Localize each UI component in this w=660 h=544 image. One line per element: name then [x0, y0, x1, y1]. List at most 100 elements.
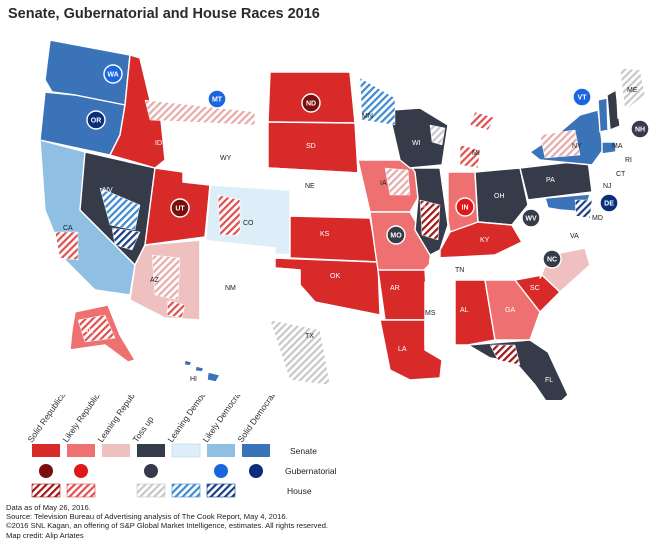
- label-me: ME: [627, 87, 638, 94]
- label-sc: SC: [530, 285, 540, 292]
- legend-gubernatorial-row: Gubernatorial: [39, 464, 337, 478]
- label-md: MD: [592, 215, 603, 222]
- state-MA: [601, 129, 629, 143]
- svg-text:NC: NC: [547, 257, 557, 264]
- label-oh: OH: [494, 193, 505, 200]
- legend-swatch-gov: [249, 464, 263, 478]
- map-title: Senate, Gubernatorial and House Races 20…: [8, 6, 320, 22]
- house-district-hatch: [359, 77, 396, 126]
- legend-header: Toss up: [130, 414, 155, 444]
- state-NJ: [591, 167, 601, 193]
- gov-marker: IN: [455, 197, 475, 217]
- svg-text:WV: WV: [525, 216, 537, 223]
- legend-swatch-gov: [74, 464, 88, 478]
- legend-swatch-house: [31, 483, 61, 498]
- legend-row-house: House: [287, 486, 312, 496]
- house-district-hatch: [469, 111, 496, 131]
- gov-marker: VT: [572, 87, 592, 107]
- legend-swatch-gov: [144, 464, 158, 478]
- state-HI: [183, 359, 221, 383]
- label-ks: KS: [320, 231, 330, 238]
- gov-marker: DE: [599, 193, 619, 213]
- label-tn: TN: [455, 267, 464, 274]
- label-ky: KY: [480, 237, 490, 244]
- house-district-hatch: [459, 144, 481, 169]
- state-WI: [391, 107, 449, 169]
- gubernatorial-markers: WA OR MT UT ND MO IN WV NC VT NH DE: [86, 64, 650, 269]
- house-district-hatch: [384, 167, 411, 196]
- legend-swatch-house: [171, 483, 201, 498]
- legend: Solid Republican Likely Republican Leani…: [25, 395, 337, 498]
- house-districts: [54, 67, 646, 386]
- label-la: LA: [398, 346, 407, 353]
- label-il: IL: [422, 203, 428, 210]
- house-district-hatch: [539, 129, 581, 159]
- svg-text:VT: VT: [578, 95, 588, 102]
- legend-swatch-gov: [214, 464, 228, 478]
- label-ga: GA: [505, 307, 515, 314]
- legend-swatch-senate: [171, 443, 201, 458]
- house-district-hatch: [419, 199, 441, 241]
- label-wy: WY: [220, 155, 232, 162]
- label-va: VA: [570, 233, 579, 240]
- house-district-hatch: [111, 227, 141, 251]
- label-tx: TX: [305, 333, 314, 340]
- state-VT: [597, 97, 609, 133]
- footer-credit: Map credit: Alip Artates: [6, 530, 84, 540]
- us-map: WA OR NV CA ID MT WY UT CO AZ NM ND SD N…: [39, 39, 650, 400]
- svg-text:MO: MO: [390, 233, 402, 240]
- label-nj: NJ: [603, 183, 612, 190]
- house-district-hatch: [269, 319, 331, 386]
- legend-swatch-senate: [102, 444, 130, 457]
- svg-text:IN: IN: [462, 205, 469, 212]
- gov-marker: NH: [630, 119, 650, 139]
- label-ct: CT: [616, 171, 626, 178]
- footer: Data as of May 26, 2016. Source: Televis…: [6, 503, 328, 540]
- gov-marker: MO: [386, 225, 406, 245]
- state-KS: [289, 215, 379, 263]
- house-district-hatch: [429, 124, 446, 146]
- label-ny: NY: [572, 143, 582, 150]
- label-nv: NV: [103, 187, 113, 194]
- gov-marker: MT: [207, 89, 227, 109]
- state-AR: [377, 269, 429, 321]
- svg-text:OR: OR: [91, 118, 102, 125]
- label-id: ID: [155, 140, 162, 147]
- svg-text:DE: DE: [604, 201, 614, 208]
- legend-header: Solid Democratic: [235, 395, 280, 444]
- svg-text:UT: UT: [175, 206, 185, 213]
- label-al: AL: [460, 307, 469, 314]
- label-ak: AK: [84, 328, 94, 335]
- legend-swatch-senate: [137, 444, 165, 457]
- svg-text:WA: WA: [107, 72, 118, 79]
- label-ok: OK: [330, 273, 340, 280]
- label-nm: NM: [225, 285, 236, 292]
- house-district-hatch: [166, 299, 186, 319]
- label-ms: MS: [425, 310, 436, 317]
- legend-swatch-gov: [39, 464, 53, 478]
- state-VA: [494, 209, 591, 256]
- label-mi: MI: [472, 150, 480, 157]
- label-hi: HI: [190, 376, 197, 383]
- label-ri: RI: [625, 157, 632, 164]
- legend-row-gubernatorial: Gubernatorial: [285, 466, 337, 476]
- legend-swatch-senate: [32, 444, 60, 457]
- gov-marker: WV: [521, 208, 541, 228]
- footer-source: Source: Television Bureau of Advertising…: [6, 512, 288, 522]
- gov-marker: ND: [301, 93, 321, 113]
- svg-text:ND: ND: [306, 101, 316, 108]
- label-wi: WI: [412, 140, 421, 147]
- house-district-hatch: [151, 254, 181, 301]
- house-district-hatch: [619, 67, 646, 111]
- gov-marker: WA: [103, 64, 123, 84]
- label-ne: NE: [305, 183, 315, 190]
- gov-marker: UT: [170, 198, 190, 218]
- house-district-hatch: [54, 231, 79, 261]
- legend-category-headers: Solid Republican Likely Republican Leani…: [25, 395, 280, 444]
- state-PA: [519, 159, 593, 201]
- label-fl: FL: [545, 377, 553, 384]
- footer-copyright: ©2016 SNL Kagan, an offering of S&P Glob…: [6, 521, 329, 531]
- state-FL: [467, 339, 569, 400]
- legend-swatch-senate: [67, 444, 95, 457]
- svg-text:MT: MT: [212, 97, 223, 104]
